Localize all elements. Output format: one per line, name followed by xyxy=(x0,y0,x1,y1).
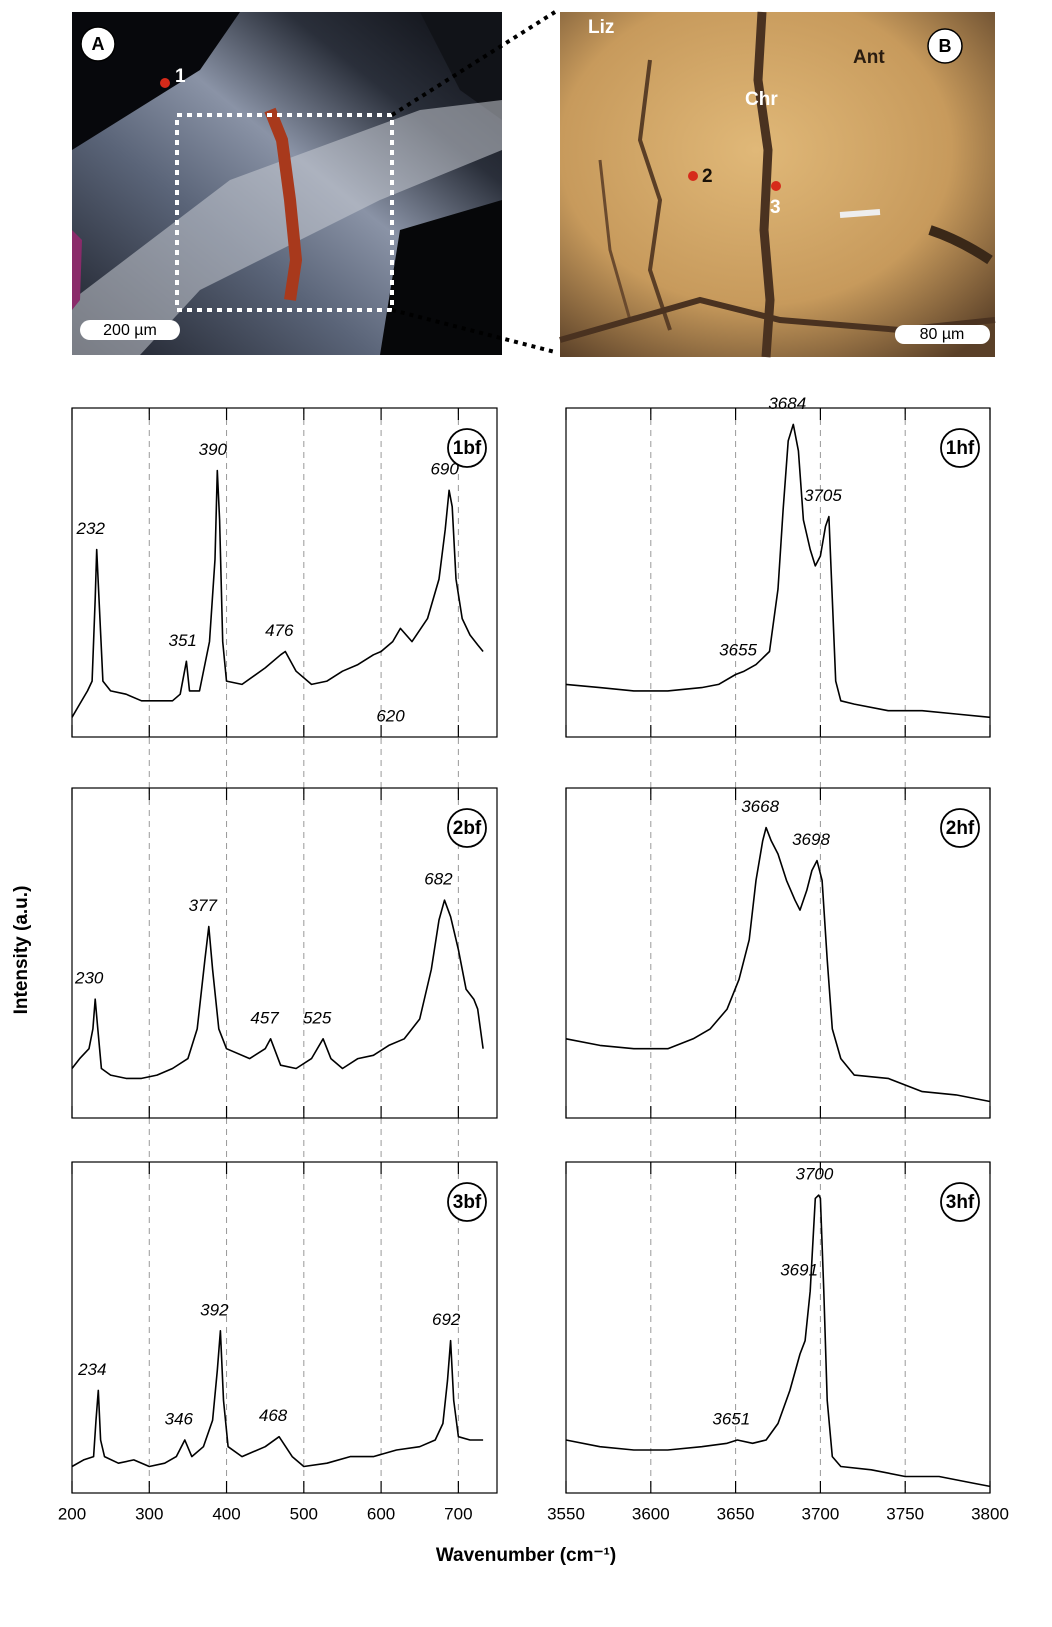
x-tick-label: 3650 xyxy=(717,1504,755,1523)
x-tick-label: 600 xyxy=(367,1504,395,1523)
peak-label: 682 xyxy=(424,870,453,889)
peak-label: 3705 xyxy=(804,486,842,505)
x-tick-label: 3600 xyxy=(632,1504,670,1523)
panel-badge xyxy=(940,808,980,848)
plot-frame xyxy=(565,1161,991,1494)
x-tick-label: 700 xyxy=(444,1504,472,1523)
spectrum-line xyxy=(71,1330,484,1468)
peak-label: 692 xyxy=(432,1310,461,1329)
panel-badge xyxy=(447,428,487,468)
image-label: A xyxy=(92,34,105,54)
peak-label: 525 xyxy=(303,1008,332,1027)
peak-label: 390 xyxy=(199,440,228,459)
peak-label: 457 xyxy=(250,1008,279,1027)
point-label: 1 xyxy=(175,66,186,87)
point-label: 3 xyxy=(770,197,781,218)
micrograph-b: Liz Chr Ant 2 3 B 80 µm xyxy=(559,11,996,358)
peak-label: 230 xyxy=(74,969,104,988)
zoom-line xyxy=(391,308,556,354)
peak-label: 3698 xyxy=(792,830,830,849)
peak-label: 690 xyxy=(430,460,459,479)
x-tick-label: 500 xyxy=(290,1504,318,1523)
scale-bar: 80 µm xyxy=(920,326,965,343)
peak-label: 3651 xyxy=(712,1410,750,1429)
spectrum-line xyxy=(565,826,991,1103)
peak-label: 234 xyxy=(77,1360,106,1379)
panel-badge xyxy=(940,1182,980,1222)
plot-frame xyxy=(565,407,991,738)
peak-label: 377 xyxy=(189,896,218,915)
panel-label: 1bf xyxy=(453,438,482,459)
scale-bar: 200 µm xyxy=(103,322,157,339)
peak-label: 232 xyxy=(76,519,106,538)
peak-label: 3691 xyxy=(780,1261,818,1280)
peak-label: 468 xyxy=(259,1406,288,1425)
region-label: Chr xyxy=(745,89,778,110)
peak-label: 3700 xyxy=(795,1165,833,1184)
micrograph-a: 1 A 200 µm xyxy=(72,12,502,355)
spectrum-line xyxy=(565,423,991,719)
x-tick-label: 300 xyxy=(135,1504,163,1523)
y-axis-label: Intensity (a.u.) xyxy=(11,886,32,1015)
x-tick-label: 3750 xyxy=(886,1504,924,1523)
panel-badge xyxy=(447,1182,487,1222)
x-tick-label: 400 xyxy=(212,1504,240,1523)
x-tick-label: 200 xyxy=(58,1504,86,1523)
plot-frame xyxy=(565,787,991,1119)
panel-label: 3bf xyxy=(453,1192,482,1213)
plot-frame xyxy=(71,407,498,738)
panel-label: 2bf xyxy=(453,818,482,839)
point-label: 2 xyxy=(702,166,713,187)
spectrum-line xyxy=(71,899,484,1080)
peak-label: 620 xyxy=(376,706,405,725)
x-axis-label: Wavenumber (cm⁻¹) xyxy=(436,1545,616,1566)
peak-label: 3655 xyxy=(719,641,757,660)
panel-badge xyxy=(447,808,487,848)
region-label: Liz xyxy=(588,17,614,38)
panel-label: 1hf xyxy=(946,438,975,459)
image-label: B xyxy=(939,36,952,56)
x-tick-label: 3550 xyxy=(547,1504,585,1523)
x-tick-label: 3700 xyxy=(801,1504,839,1523)
panel-label: 2hf xyxy=(946,818,975,839)
plot-frame xyxy=(71,1161,498,1494)
peak-label: 3668 xyxy=(741,797,779,816)
spectrum-line xyxy=(71,469,484,718)
peak-label: 351 xyxy=(168,631,196,650)
plot-frame xyxy=(71,787,498,1119)
panel-badge xyxy=(940,428,980,468)
peak-label: 3684 xyxy=(768,394,806,413)
peak-label: 392 xyxy=(200,1300,229,1319)
x-tick-label: 3800 xyxy=(971,1504,1009,1523)
peak-label: 346 xyxy=(165,1410,194,1429)
spectrum-line xyxy=(565,1194,991,1488)
peak-label: 476 xyxy=(265,621,294,640)
region-label: Ant xyxy=(853,47,885,68)
panel-label: 3hf xyxy=(946,1192,975,1213)
